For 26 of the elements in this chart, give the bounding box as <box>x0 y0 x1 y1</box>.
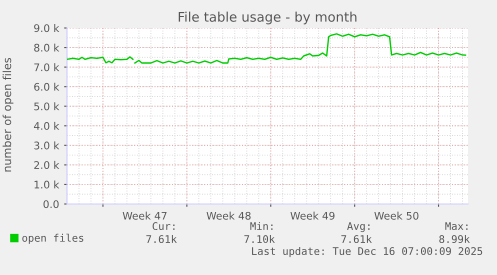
text: Max: <box>445 222 468 230</box>
legend-label: open files <box>22 234 84 244</box>
x-tick-label: Week 50 <box>374 212 418 220</box>
y-tick-label: 1.0 k <box>34 180 60 189</box>
chart-title: File table usage - by month <box>178 12 356 24</box>
text: Last update: Tue Dec 16 07:00:09 2025 <box>252 246 482 258</box>
text: 7.61k <box>146 234 177 244</box>
y-tick-label: 3.0 k <box>34 141 60 150</box>
y-tick-label: 6.0 k <box>34 82 60 91</box>
text: 7.10k <box>244 234 275 244</box>
x-tick-label: Week 49 <box>290 212 335 220</box>
y-tick-label: 8.0 k <box>34 44 60 52</box>
text: 8.99k <box>439 234 470 244</box>
y-tick-label: 5.0 k <box>34 102 60 110</box>
text: 7.61k <box>341 234 372 244</box>
y-tick-label: 4.0 k <box>34 122 60 130</box>
text: Cur: <box>152 222 174 230</box>
text: Min: <box>250 222 272 230</box>
y-tick-label: 0.0 <box>43 200 59 208</box>
x-tick-label: Week 47 <box>122 212 167 220</box>
y-tick-label: 2.0 k <box>34 160 60 169</box>
y-axis-title: number of open files <box>2 58 14 172</box>
text: Avg: <box>347 222 370 232</box>
y-tick-label: 7.0 k <box>34 63 60 72</box>
x-tick-label: Week 48 <box>206 212 251 220</box>
y-tick-label: 9.0 k <box>34 24 60 32</box>
